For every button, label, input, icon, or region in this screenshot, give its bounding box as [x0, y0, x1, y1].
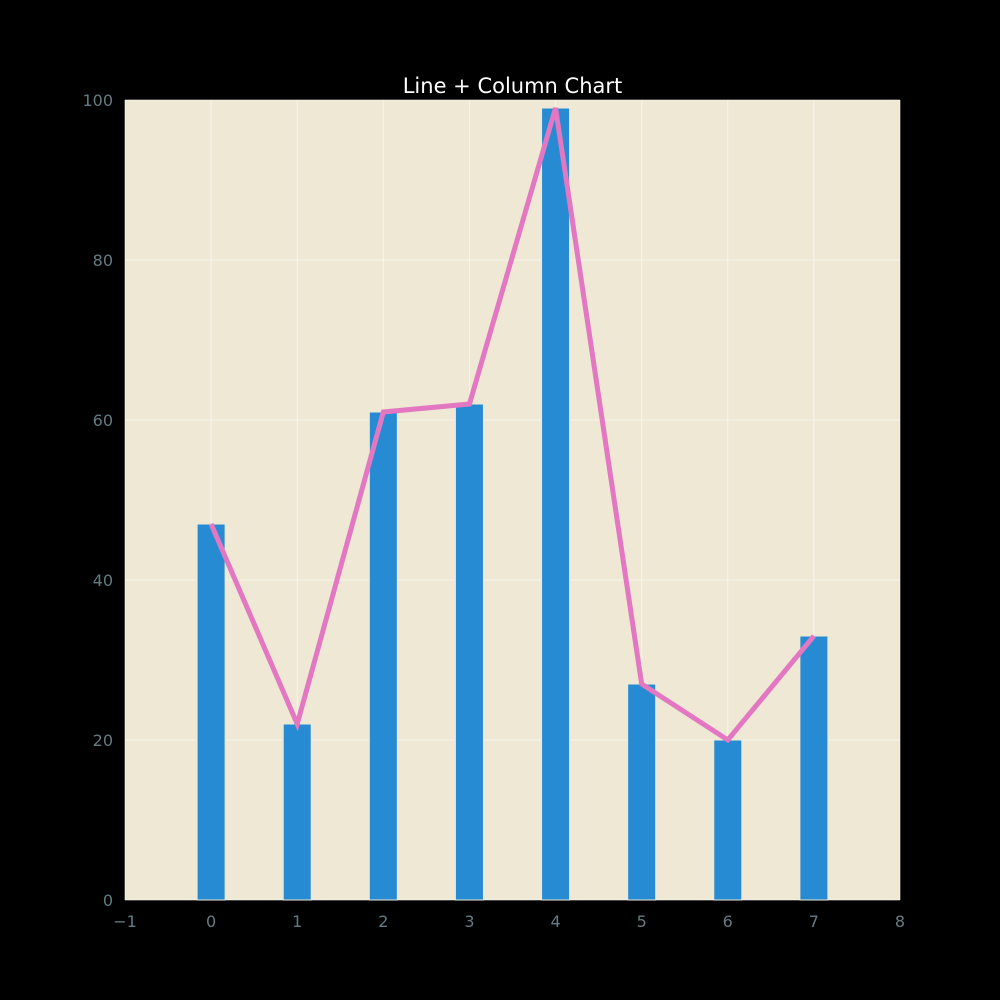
- line-point: [210, 523, 212, 525]
- x-tick-label: 8: [895, 912, 905, 931]
- x-tick-label: 4: [550, 912, 560, 931]
- bar: [282, 723, 312, 901]
- bar: [541, 107, 571, 901]
- y-tick-label: 100: [82, 91, 113, 110]
- y-tick-label: 0: [103, 891, 113, 910]
- y-tick-label: 80: [93, 251, 113, 270]
- line-point: [641, 683, 643, 685]
- x-tick-label: 3: [464, 912, 474, 931]
- line-point: [296, 723, 298, 725]
- x-tick-label: 1: [292, 912, 302, 931]
- bar-series: [196, 107, 829, 901]
- x-tick-label: 6: [723, 912, 733, 931]
- x-tick-label: 0: [206, 912, 216, 931]
- x-axis-ticks: −1 0 1 2 3 4 5 6 7 8: [113, 912, 905, 931]
- y-tick-label: 60: [93, 411, 113, 430]
- plot-area: [125, 100, 900, 900]
- line-point: [468, 403, 470, 405]
- line-series: [208, 107, 816, 744]
- y-tick-label: 20: [93, 731, 113, 750]
- bar: [627, 683, 657, 901]
- line-point: [813, 635, 815, 637]
- line-point: [555, 107, 557, 109]
- x-tick-label: 2: [378, 912, 388, 931]
- line-path: [208, 107, 816, 744]
- y-tick-label: 40: [93, 571, 113, 590]
- x-tick-label: 5: [637, 912, 647, 931]
- y-axis-ticks: 0 20 40 60 80 100: [82, 91, 113, 910]
- bar: [713, 739, 743, 901]
- bar: [368, 411, 398, 901]
- bar: [799, 635, 829, 901]
- line-point: [727, 739, 729, 741]
- bar: [196, 523, 226, 901]
- x-tick-label: −1: [113, 912, 137, 931]
- chart-title: Line + Column Chart: [403, 74, 623, 98]
- line-point: [382, 411, 384, 413]
- bar: [454, 403, 484, 901]
- x-tick-label: 7: [809, 912, 819, 931]
